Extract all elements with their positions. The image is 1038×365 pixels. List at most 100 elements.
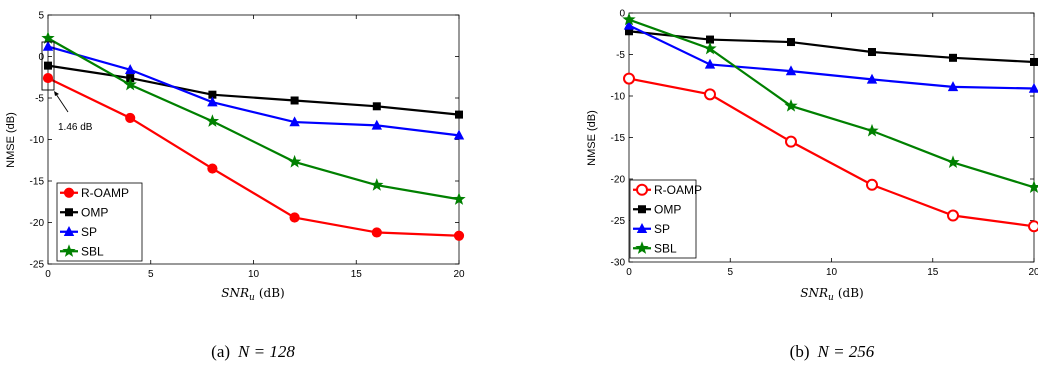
legend-entry-omp: OMP bbox=[60, 205, 108, 219]
data-point-r-oamp bbox=[704, 88, 716, 101]
series-line-sbl bbox=[628, 18, 1035, 189]
data-point-sp bbox=[289, 116, 300, 127]
data-point-sbl bbox=[784, 98, 798, 112]
data-point-sp bbox=[785, 65, 797, 76]
data-point-r-oamp bbox=[947, 209, 959, 222]
data-point-sbl bbox=[41, 31, 55, 44]
data-point-sbl bbox=[946, 155, 960, 169]
y-tick-label: -20 bbox=[30, 218, 45, 229]
data-point-omp bbox=[290, 96, 299, 105]
x-tick-label: 10 bbox=[826, 267, 838, 278]
axis-ticks: 0 5 10 15 20 0 -5 -10 -15 -20 -25 -30 bbox=[611, 9, 1038, 279]
legend-label: SP bbox=[654, 222, 670, 236]
annotation-text: 1.46 dB bbox=[58, 122, 93, 133]
data-point-sp bbox=[1028, 82, 1038, 93]
chart-panel-n256: 0 5 10 15 20 0 -5 -10 -15 -20 -25 -30 NMSE (dB) SNR… bbox=[586, 9, 1038, 361]
series-omp bbox=[625, 27, 1038, 66]
data-point-sbl bbox=[123, 77, 137, 91]
x-tick-label: 0 bbox=[626, 267, 632, 278]
data-point-sp bbox=[623, 19, 635, 30]
y-tick-label: -25 bbox=[611, 216, 626, 227]
data-point-r-oamp bbox=[125, 112, 136, 124]
series-line-r-oamp bbox=[628, 77, 1035, 228]
data-point-omp bbox=[208, 90, 217, 99]
series-line-sp bbox=[47, 45, 460, 137]
annotation-arrow bbox=[55, 93, 69, 113]
series-line-sbl bbox=[47, 37, 460, 201]
data-point-sp bbox=[125, 64, 136, 74]
legend-label: SBL bbox=[654, 241, 677, 255]
legend-entry-omp: OMP bbox=[633, 202, 681, 216]
x-axis-label: SNRu (dB) bbox=[221, 286, 284, 303]
legend-marker bbox=[62, 244, 76, 257]
data-point-sp bbox=[453, 129, 465, 140]
data-point-r-oamp bbox=[453, 230, 465, 241]
y-tick-label: -20 bbox=[611, 175, 626, 186]
y-tick-label: 0 bbox=[619, 9, 625, 20]
axis-ticks: 0 5 10 15 20 5 0 -5 -10 -15 -20 -25 bbox=[30, 11, 465, 281]
y-tick-label: -5 bbox=[616, 50, 625, 61]
data-point-sbl bbox=[205, 114, 220, 127]
legend-marker bbox=[65, 208, 73, 217]
x-tick-label: 20 bbox=[1028, 267, 1038, 278]
series-lines bbox=[622, 12, 1038, 233]
data-point-r-oamp bbox=[289, 212, 300, 223]
y-tick-label: -25 bbox=[30, 260, 45, 271]
series-r-oamp bbox=[623, 72, 1038, 233]
data-point-r-oamp bbox=[1028, 220, 1038, 233]
legend-marker bbox=[63, 226, 75, 236]
data-point-omp bbox=[44, 61, 52, 70]
y-tick-label: -15 bbox=[611, 133, 626, 144]
caption-b: (b) N = 256 bbox=[790, 342, 875, 361]
data-point-sbl bbox=[452, 192, 466, 205]
y-axis-label: NMSE (dB) bbox=[5, 112, 17, 168]
legend: R-OAMP OMP SP SBL bbox=[56, 182, 143, 262]
series-sp bbox=[42, 40, 465, 140]
y-tick-label: -5 bbox=[35, 94, 44, 105]
data-point-r-oamp bbox=[785, 135, 797, 148]
data-point-r-oamp bbox=[866, 178, 878, 191]
legend-label: SP bbox=[81, 225, 97, 239]
legend-entry-sp: SP bbox=[633, 222, 670, 236]
legend-entry-sbl: SBL bbox=[633, 241, 677, 255]
data-point-omp bbox=[868, 48, 876, 57]
legend-entry-r-oamp: R-OAMP bbox=[633, 183, 702, 197]
data-point-omp bbox=[455, 110, 463, 119]
series-sbl bbox=[41, 31, 466, 205]
data-point-sp bbox=[42, 40, 54, 51]
series-lines bbox=[41, 31, 466, 241]
data-point-sp bbox=[207, 96, 218, 107]
legend-marker bbox=[638, 205, 646, 214]
annotation-arrowhead bbox=[54, 91, 59, 96]
legend-label: SBL bbox=[81, 244, 104, 258]
legend-label: R-OAMP bbox=[81, 186, 129, 200]
series-sp bbox=[623, 19, 1038, 93]
data-point-r-oamp bbox=[42, 72, 54, 84]
y-axis-label: NMSE (dB) bbox=[586, 110, 598, 166]
data-point-omp bbox=[372, 102, 381, 111]
legend-label: OMP bbox=[654, 202, 681, 216]
series-sbl bbox=[622, 12, 1038, 193]
data-point-r-oamp bbox=[207, 163, 218, 174]
data-point-omp bbox=[706, 35, 714, 44]
series-r-oamp bbox=[42, 72, 465, 241]
x-tick-label: 15 bbox=[351, 269, 363, 280]
data-point-sbl bbox=[622, 12, 636, 26]
y-tick-label: -15 bbox=[30, 177, 45, 188]
x-tick-label: 5 bbox=[148, 269, 154, 280]
series-line-omp bbox=[628, 30, 1035, 64]
data-point-sp bbox=[704, 58, 716, 69]
data-point-omp bbox=[949, 53, 957, 62]
data-point-sbl bbox=[865, 123, 879, 137]
data-point-sp bbox=[947, 81, 959, 92]
data-point-sp bbox=[866, 73, 878, 84]
caption-a: (a) N = 128 bbox=[211, 342, 295, 361]
y-tick-label: 5 bbox=[38, 11, 44, 22]
annotation-1.46db: 1.46 dB bbox=[41, 41, 93, 133]
x-tick-label: 5 bbox=[727, 267, 733, 278]
legend-marker bbox=[635, 241, 649, 254]
y-tick-label: -10 bbox=[611, 92, 626, 103]
legend-entry-sbl: SBL bbox=[60, 244, 104, 258]
series-line-sp bbox=[628, 24, 1035, 90]
